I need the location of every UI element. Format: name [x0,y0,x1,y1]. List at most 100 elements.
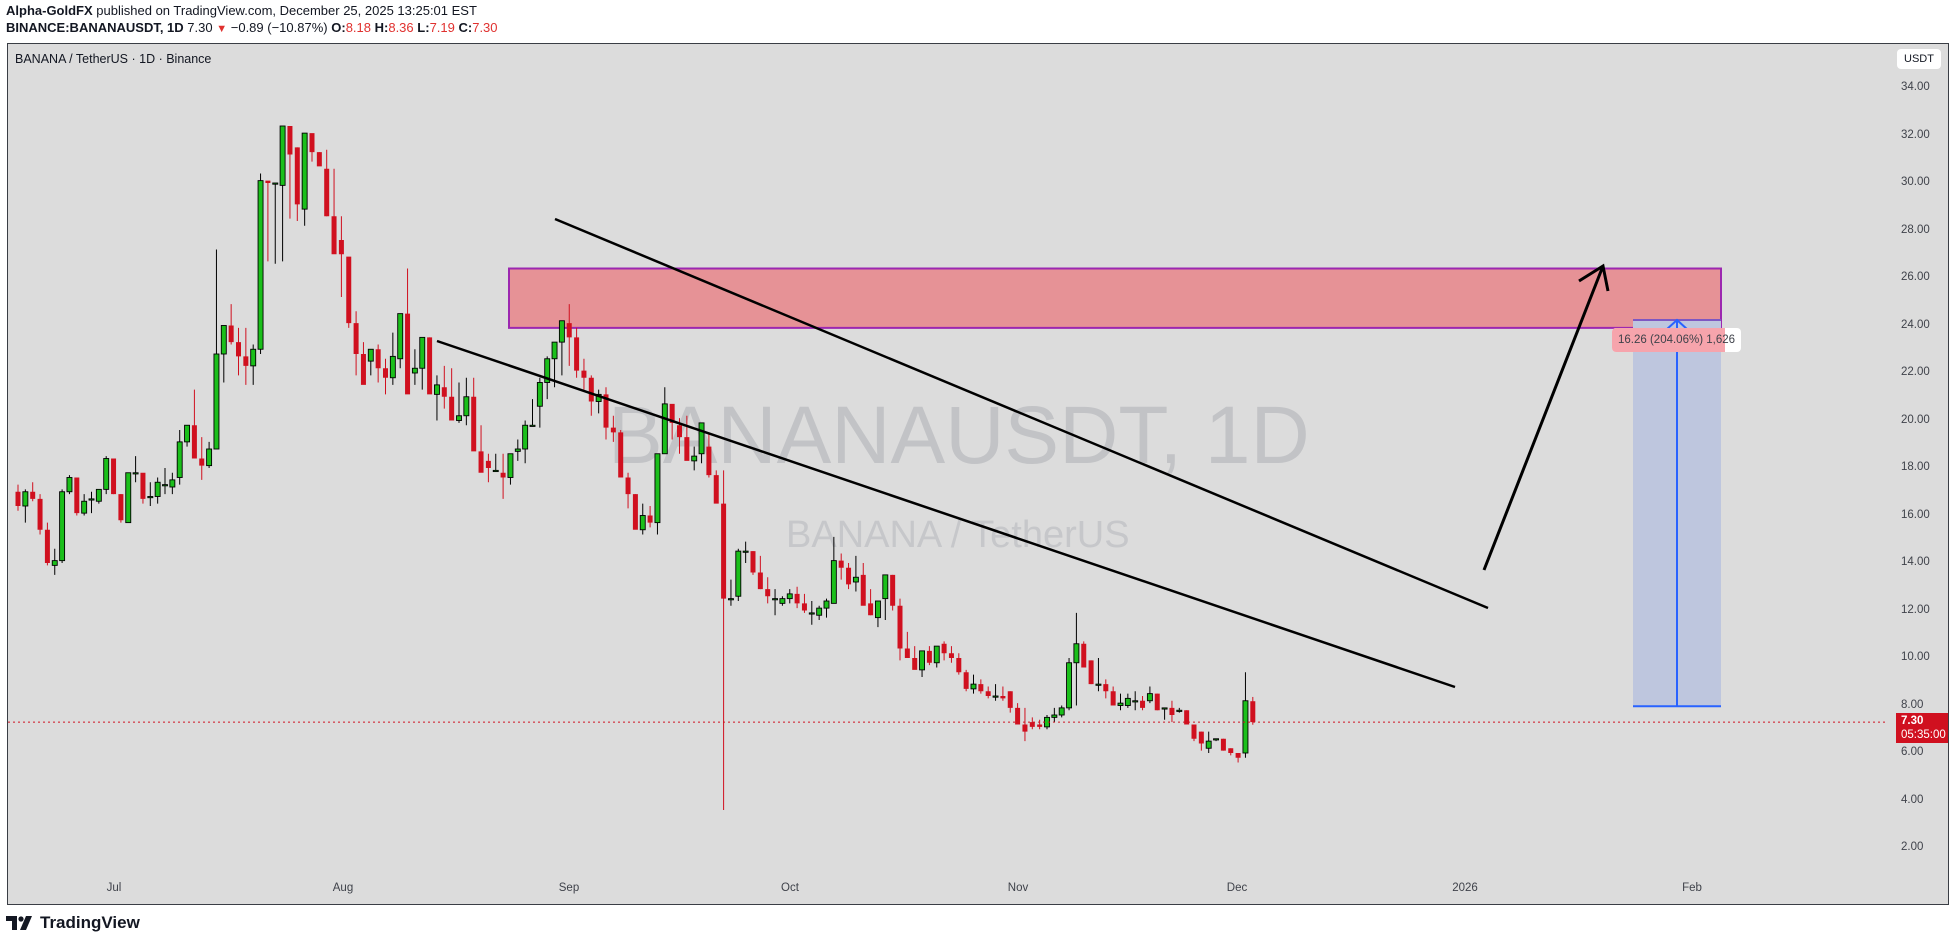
candle [1081,641,1087,668]
candle [213,249,220,450]
candle [1198,731,1204,751]
candle [1058,705,1065,718]
candle [536,377,543,428]
channel-lower-trendline [436,339,1456,689]
author-name[interactable]: Alpha-GoldFX [6,3,93,18]
candle [1146,686,1153,704]
brand-name: TradingView [40,913,140,932]
candle [95,488,102,504]
candle [294,147,300,221]
candle [1029,717,1035,730]
candle [324,149,330,217]
candle [794,586,800,609]
candle [449,368,455,421]
low-value: 7.19 [429,20,455,35]
candle [522,420,529,464]
candle [581,358,587,390]
candle [1022,707,1028,742]
candle [434,375,440,421]
candle [742,541,749,563]
candle [485,453,491,483]
candle [669,403,675,440]
price-change: −0.89 (−10.87%) [230,20,328,35]
candle [353,311,359,376]
candle [890,574,896,611]
candle [272,182,279,264]
price-tick-label: 10.00 [1901,651,1930,663]
candle [912,646,918,670]
price-tick-label: 28.00 [1901,223,1930,236]
open-value: 8.18 [345,20,371,35]
price-tick-label: 32.00 [1901,128,1930,141]
price-tick-label: 20.00 [1901,413,1930,426]
candle [852,555,859,592]
candle [1007,691,1013,713]
candle [346,256,352,328]
measure-label-highlight [1612,328,1725,352]
projection-arrowhead-icon [1578,263,1610,292]
candle [22,489,29,523]
time-tick-label: 2026 [1452,882,1478,894]
candle [721,470,727,810]
candle [772,589,778,616]
candle [779,596,786,606]
candle [118,494,124,523]
candle [132,456,139,483]
candlestick-plot[interactable] [8,44,1888,904]
projection-arrow-line [1482,265,1605,571]
candle [757,555,763,590]
candle [846,563,852,590]
candle [478,425,484,473]
candle [860,563,866,606]
candle [1250,696,1256,725]
candle [1205,731,1212,753]
candle [147,482,154,506]
candle [44,522,50,566]
candle [595,389,602,414]
candle [992,684,999,701]
candle [875,600,881,628]
price-tick-label: 16.00 [1901,508,1930,521]
candle [375,344,381,383]
candle [647,506,653,528]
candle [37,494,43,535]
candle [985,686,991,699]
candle [558,320,565,376]
tradingview-logo[interactable]: TradingView [6,913,140,933]
candle [823,598,830,618]
candle [684,415,690,461]
resistance-zone [508,267,1722,329]
price-tick-label: 6.00 [1901,746,1924,758]
candle [265,180,271,262]
candle [897,598,903,661]
candle [103,456,110,495]
chart-frame[interactable]: BANANAUSDT, 1D BANANA / TetherUS BANANA … [7,43,1949,905]
candle [639,503,646,535]
candle [691,446,698,471]
candle [1103,679,1109,699]
candle [750,551,756,575]
low-label: L: [417,20,430,35]
currency-button[interactable]: USDT [1897,49,1941,69]
candle [500,453,506,499]
candle [471,377,477,452]
candle [507,453,514,485]
candle [389,332,396,385]
candle [1191,724,1197,742]
candle [735,548,742,601]
candle [279,125,286,262]
candle [618,430,624,478]
candle [574,327,580,378]
candle [1169,700,1175,723]
candle [1073,612,1080,706]
candle [140,472,146,504]
candle [941,641,947,661]
candle [868,589,874,616]
candle [1242,672,1249,758]
candle [228,304,234,345]
candle [904,631,910,658]
time-tick-label: Feb [1682,882,1702,894]
candle [427,337,433,395]
candle [933,645,940,668]
price-tick-label: 2.00 [1901,841,1924,853]
